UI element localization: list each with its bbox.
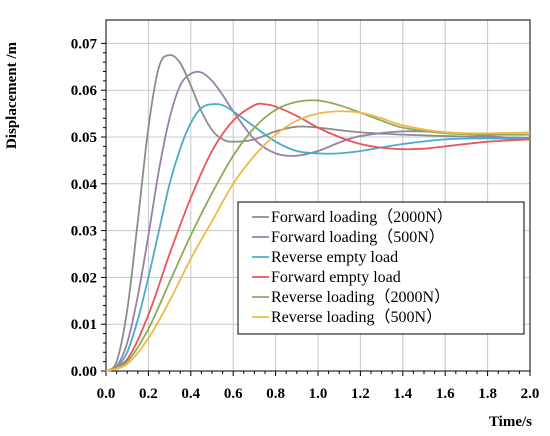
x-axis-title: Time/s xyxy=(489,414,532,430)
y-tick-label: 0.03 xyxy=(71,224,97,240)
x-tick-label: 1.8 xyxy=(478,386,497,402)
legend-item: Forward loading（500N） xyxy=(252,228,445,246)
x-tick-label: 0.2 xyxy=(139,386,158,402)
legend-label: Forward empty load xyxy=(271,269,401,286)
x-tick-label: 1.0 xyxy=(309,386,328,402)
series-line-5 xyxy=(105,99,531,372)
x-tick-label: 1.4 xyxy=(393,386,412,402)
axis-ticks: 0.0 0.2 0.4 0.6 0.8 1.0 1.2 1.4 1.6 1.8 2.0 0.00 0.0… xyxy=(71,36,540,402)
legend-item: Reverse empty load xyxy=(252,249,398,266)
x-tick-label: 1.6 xyxy=(436,386,455,402)
x-tick-label: 1.2 xyxy=(351,386,370,402)
series-line-4 xyxy=(105,102,531,372)
y-tick-label: 0.01 xyxy=(71,317,97,333)
x-tick-label: 0.0 xyxy=(97,386,116,402)
series-line-3 xyxy=(105,103,531,372)
y-tick-label: 0.05 xyxy=(71,130,97,146)
series-line-6 xyxy=(105,110,531,372)
legend-box xyxy=(237,201,525,335)
y-axis-title: Displacement /m xyxy=(4,41,20,149)
x-tick-label: 0.6 xyxy=(224,386,243,402)
y-tick-label: 0.02 xyxy=(71,270,97,286)
legend-item: Reverse loading（2000N） xyxy=(252,288,450,306)
legend-item: Reverse loading（500N） xyxy=(252,308,442,326)
y-tick-label: 0.00 xyxy=(71,364,97,380)
legend-item: Forward loading（2000N） xyxy=(252,208,453,226)
legend-label: Reverse empty load xyxy=(271,249,398,266)
y-tick-label: 0.07 xyxy=(71,36,98,52)
x-tick-label: 0.8 xyxy=(266,386,285,402)
legend: Forward loading（2000N） Forward loading（50… xyxy=(237,201,525,335)
x-tick-label: 2.0 xyxy=(521,386,540,402)
legend-label: Reverse loading（2000N） xyxy=(271,288,450,306)
legend-item: Forward empty load xyxy=(252,269,401,286)
x-tick-label: 0.4 xyxy=(181,386,200,402)
legend-label: Reverse loading（500N） xyxy=(271,308,442,326)
series-line-2 xyxy=(105,70,531,372)
y-tick-label: 0.04 xyxy=(71,177,98,193)
series-lines xyxy=(105,54,531,372)
y-tick-label: 0.06 xyxy=(71,83,98,99)
legend-label: Forward loading（2000N） xyxy=(271,208,453,226)
legend-label: Forward loading（500N） xyxy=(271,228,445,246)
